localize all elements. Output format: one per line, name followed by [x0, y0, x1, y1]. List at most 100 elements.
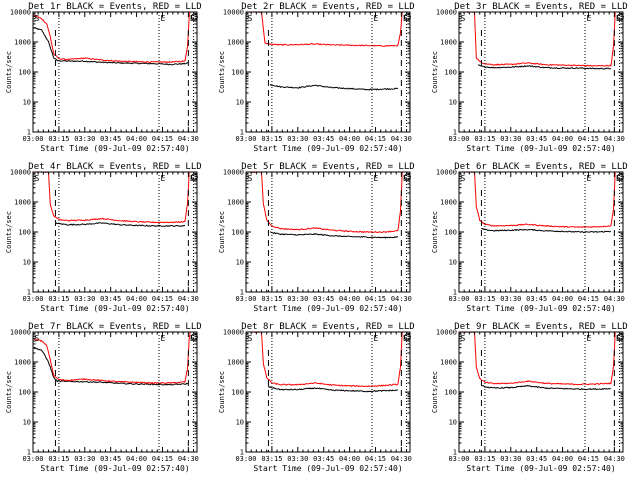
- x-tick-label: 04:15: [152, 135, 173, 143]
- end-marker-label: E: [586, 174, 591, 183]
- y-tick-label: 10: [236, 99, 244, 107]
- y-tick-label: 10000: [436, 9, 457, 17]
- end-marker-label: E: [586, 14, 591, 23]
- x-tick-label: 03:15: [261, 135, 282, 143]
- saa-marker: [190, 333, 198, 341]
- end-marker-label: E: [160, 174, 165, 183]
- x-tick-label: 04:00: [552, 135, 573, 143]
- events-series-line: [481, 384, 611, 391]
- events-series-line: [481, 227, 612, 234]
- panel-title: Det 2r BLACK = Events, RED = LLD: [241, 2, 414, 12]
- x-tick-label: 03:00: [448, 135, 469, 143]
- series-group: [459, 172, 616, 234]
- detector-panel-7: Det 7r BLACK = Events, RED = LLD 1 10 100 10…: [5, 322, 202, 473]
- x-tick-label: 04:15: [365, 135, 386, 143]
- x-tick-label: 04:15: [152, 295, 173, 303]
- y-tick-label: 1000: [14, 39, 31, 47]
- series-group: [459, 332, 616, 391]
- y-axis-label: Counts/sec: [431, 51, 439, 93]
- events-series-line: [270, 231, 399, 239]
- end-marker-label: E: [160, 14, 165, 23]
- start-marker-label: S: [247, 174, 252, 183]
- y-tick-label: 10: [236, 259, 244, 267]
- x-tick-label: 04:15: [578, 295, 599, 303]
- y-tick-label: 1000: [14, 359, 31, 367]
- y-tick-label: 1: [27, 129, 31, 137]
- x-tick-label: 03:30: [287, 135, 308, 143]
- saa-marker: [403, 333, 411, 341]
- lld-series-line: [459, 172, 616, 229]
- x-tick-label: 04:30: [604, 455, 625, 463]
- x-tick-label: 04:00: [552, 295, 573, 303]
- y-axis-label: Counts/sec: [5, 211, 13, 253]
- x-axis-label: Start Time (09-Jul-09 02:57:40): [40, 304, 189, 313]
- x-tick-label: 04:00: [339, 135, 360, 143]
- x-tick-label: 03:30: [74, 135, 95, 143]
- plot-frame: [245, 331, 411, 453]
- series-group: [459, 12, 616, 70]
- x-tick-label: 04:00: [552, 455, 573, 463]
- end-marker-label: E: [403, 174, 408, 183]
- x-tick-label: 03:45: [526, 135, 547, 143]
- y-tick-label: 10000: [10, 329, 31, 337]
- x-tick-label: 03:00: [448, 455, 469, 463]
- lld-series-line: [33, 332, 191, 385]
- series-group: [246, 332, 403, 393]
- y-tick-label: 1000: [440, 359, 457, 367]
- y-axis-label: Counts/sec: [218, 51, 226, 93]
- plot-frame: [245, 11, 411, 133]
- x-axis-label: Start Time (09-Jul-09 02:57:40): [466, 144, 615, 153]
- panel-title: Det 9r BLACK = Events, RED = LLD: [454, 322, 627, 332]
- saa-marker: [616, 13, 624, 21]
- panel-title: Det 1r BLACK = Events, RED = LLD: [28, 2, 201, 12]
- y-axis-label: Counts/sec: [431, 211, 439, 253]
- y-tick-label: 10: [449, 259, 457, 267]
- events-series-line: [55, 222, 186, 228]
- x-tick-label: 03:45: [313, 455, 334, 463]
- y-axis-label: Counts/sec: [431, 371, 439, 413]
- events-series-line: [477, 64, 612, 70]
- x-tick-label: 03:45: [526, 295, 547, 303]
- events-series-line: [33, 27, 189, 66]
- panel-title: Det 4r BLACK = Events, RED = LLD: [28, 162, 201, 172]
- x-tick-label: 04:30: [604, 135, 625, 143]
- saa-marker: [403, 13, 411, 21]
- x-tick-label: 04:30: [391, 295, 412, 303]
- x-tick-label: 03:15: [474, 295, 495, 303]
- x-tick-label: 03:15: [48, 455, 69, 463]
- y-axis-label: Counts/sec: [5, 371, 13, 413]
- lld-series-line: [246, 332, 403, 388]
- y-tick-label: 1000: [227, 39, 244, 47]
- y-tick-label: 10000: [436, 329, 457, 337]
- x-tick-label: 04:30: [391, 455, 412, 463]
- start-marker-label: S: [247, 14, 252, 23]
- x-tick-label: 04:00: [126, 295, 147, 303]
- end-marker-label: E: [586, 334, 591, 343]
- start-marker-label: S: [34, 174, 39, 183]
- y-tick-label: 1000: [227, 199, 244, 207]
- detector-panel-2: Det 2r BLACK = Events, RED = LLD 1 10 100 10…: [218, 2, 415, 153]
- saa-marker: [190, 173, 198, 181]
- plot-frame: [458, 11, 624, 133]
- y-tick-label: 10: [449, 419, 457, 427]
- x-tick-label: 03:30: [287, 295, 308, 303]
- y-tick-label: 100: [444, 389, 457, 397]
- y-tick-label: 10: [23, 419, 31, 427]
- y-tick-label: 100: [231, 69, 244, 77]
- y-tick-label: 10000: [223, 329, 244, 337]
- x-axis-label: Start Time (09-Jul-09 02:57:40): [466, 464, 615, 473]
- series-group: [33, 12, 191, 66]
- start-marker-label: S: [247, 334, 252, 343]
- x-tick-label: 03:00: [22, 135, 43, 143]
- x-tick-label: 03:00: [235, 455, 256, 463]
- x-tick-label: 04:30: [178, 455, 199, 463]
- x-tick-label: 03:15: [474, 135, 495, 143]
- lld-series-line: [33, 172, 190, 224]
- detector-panel-3: Det 3r BLACK = Events, RED = LLD 1 10 100 10…: [431, 2, 628, 153]
- x-tick-label: 04:00: [126, 455, 147, 463]
- y-axis-label: Counts/sec: [218, 371, 226, 413]
- series-group: [246, 172, 403, 239]
- y-tick-label: 1: [240, 449, 244, 457]
- start-marker-label: S: [34, 334, 39, 343]
- x-tick-label: 04:00: [126, 135, 147, 143]
